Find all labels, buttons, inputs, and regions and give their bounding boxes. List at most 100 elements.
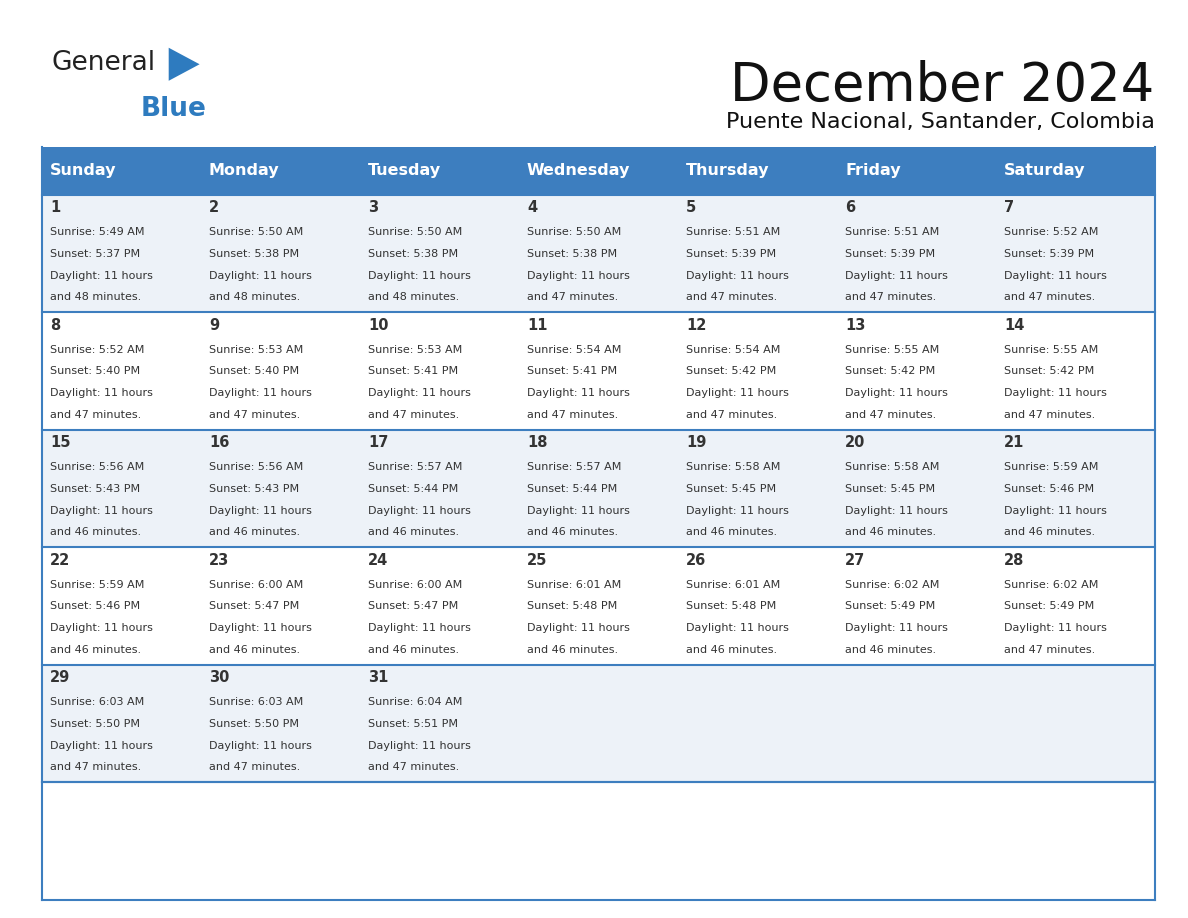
Text: Daylight: 11 hours: Daylight: 11 hours — [527, 623, 630, 633]
Text: and 47 minutes.: and 47 minutes. — [685, 292, 777, 302]
Text: Sunset: 5:39 PM: Sunset: 5:39 PM — [1004, 249, 1094, 259]
Text: 13: 13 — [845, 318, 865, 332]
Text: Sunrise: 5:52 AM: Sunrise: 5:52 AM — [1004, 227, 1099, 237]
Text: 14: 14 — [1004, 318, 1024, 332]
Text: and 47 minutes.: and 47 minutes. — [1004, 292, 1095, 302]
Text: Sunrise: 5:57 AM: Sunrise: 5:57 AM — [527, 462, 621, 472]
Text: Sunrise: 5:59 AM: Sunrise: 5:59 AM — [50, 579, 144, 589]
Text: 6: 6 — [845, 200, 855, 215]
Text: Daylight: 11 hours: Daylight: 11 hours — [368, 271, 470, 281]
Text: Daylight: 11 hours: Daylight: 11 hours — [368, 741, 470, 751]
Text: and 46 minutes.: and 46 minutes. — [368, 644, 459, 655]
Text: and 47 minutes.: and 47 minutes. — [527, 409, 618, 420]
Text: Sunset: 5:42 PM: Sunset: 5:42 PM — [845, 366, 935, 376]
Text: Daylight: 11 hours: Daylight: 11 hours — [1004, 388, 1107, 398]
Text: 11: 11 — [527, 318, 548, 332]
Text: Sunrise: 5:51 AM: Sunrise: 5:51 AM — [685, 227, 781, 237]
Text: Sunset: 5:42 PM: Sunset: 5:42 PM — [1004, 366, 1094, 376]
Text: Sunrise: 6:00 AM: Sunrise: 6:00 AM — [209, 579, 303, 589]
Text: Sunrise: 6:01 AM: Sunrise: 6:01 AM — [527, 579, 621, 589]
Text: Sunset: 5:41 PM: Sunset: 5:41 PM — [527, 366, 617, 376]
Text: and 46 minutes.: and 46 minutes. — [685, 644, 777, 655]
Text: Sunrise: 6:03 AM: Sunrise: 6:03 AM — [50, 697, 144, 707]
Text: 3: 3 — [368, 200, 378, 215]
Text: and 47 minutes.: and 47 minutes. — [50, 762, 141, 772]
Text: 16: 16 — [209, 435, 229, 450]
Text: Sunrise: 6:03 AM: Sunrise: 6:03 AM — [209, 697, 303, 707]
Text: Wednesday: Wednesday — [527, 163, 631, 178]
Text: 28: 28 — [1004, 553, 1024, 567]
Text: and 47 minutes.: and 47 minutes. — [1004, 644, 1095, 655]
Text: Saturday: Saturday — [1004, 163, 1086, 178]
Text: Daylight: 11 hours: Daylight: 11 hours — [209, 741, 311, 751]
Text: 30: 30 — [209, 670, 229, 685]
Text: 4: 4 — [527, 200, 537, 215]
Text: Sunset: 5:39 PM: Sunset: 5:39 PM — [845, 249, 935, 259]
Text: Tuesday: Tuesday — [368, 163, 441, 178]
Text: Sunrise: 5:57 AM: Sunrise: 5:57 AM — [368, 462, 462, 472]
Text: and 47 minutes.: and 47 minutes. — [368, 762, 460, 772]
Text: and 47 minutes.: and 47 minutes. — [845, 409, 936, 420]
Text: Daylight: 11 hours: Daylight: 11 hours — [845, 506, 948, 516]
Text: and 47 minutes.: and 47 minutes. — [209, 409, 301, 420]
Text: 8: 8 — [50, 318, 61, 332]
Text: 23: 23 — [209, 553, 229, 567]
Text: and 47 minutes.: and 47 minutes. — [527, 292, 618, 302]
Text: Daylight: 11 hours: Daylight: 11 hours — [685, 623, 789, 633]
Text: and 47 minutes.: and 47 minutes. — [368, 409, 460, 420]
Text: Sunset: 5:39 PM: Sunset: 5:39 PM — [685, 249, 776, 259]
Text: 12: 12 — [685, 318, 707, 332]
Text: 2: 2 — [209, 200, 219, 215]
Text: 31: 31 — [368, 670, 388, 685]
Text: Sunset: 5:48 PM: Sunset: 5:48 PM — [527, 601, 618, 611]
Text: Daylight: 11 hours: Daylight: 11 hours — [685, 271, 789, 281]
Text: and 47 minutes.: and 47 minutes. — [50, 409, 141, 420]
Text: Sunset: 5:50 PM: Sunset: 5:50 PM — [209, 719, 299, 729]
Text: Daylight: 11 hours: Daylight: 11 hours — [50, 506, 153, 516]
Text: Sunrise: 5:54 AM: Sunrise: 5:54 AM — [685, 344, 781, 354]
Text: and 48 minutes.: and 48 minutes. — [209, 292, 301, 302]
Text: and 46 minutes.: and 46 minutes. — [845, 644, 936, 655]
Text: December 2024: December 2024 — [731, 60, 1155, 112]
Text: Monday: Monday — [209, 163, 279, 178]
Text: 22: 22 — [50, 553, 70, 567]
Text: Sunset: 5:47 PM: Sunset: 5:47 PM — [209, 601, 299, 611]
Text: 17: 17 — [368, 435, 388, 450]
Text: Daylight: 11 hours: Daylight: 11 hours — [845, 271, 948, 281]
Text: Sunset: 5:42 PM: Sunset: 5:42 PM — [685, 366, 776, 376]
Text: Sunrise: 5:50 AM: Sunrise: 5:50 AM — [527, 227, 621, 237]
Text: Daylight: 11 hours: Daylight: 11 hours — [209, 271, 311, 281]
Text: and 46 minutes.: and 46 minutes. — [685, 527, 777, 537]
Text: Sunset: 5:44 PM: Sunset: 5:44 PM — [368, 484, 459, 494]
Text: and 47 minutes.: and 47 minutes. — [209, 762, 301, 772]
Text: Sunrise: 5:50 AM: Sunrise: 5:50 AM — [209, 227, 303, 237]
Text: Friday: Friday — [845, 163, 901, 178]
Text: Sunset: 5:49 PM: Sunset: 5:49 PM — [1004, 601, 1094, 611]
Text: Daylight: 11 hours: Daylight: 11 hours — [209, 623, 311, 633]
Text: Sunrise: 5:50 AM: Sunrise: 5:50 AM — [368, 227, 462, 237]
Text: and 46 minutes.: and 46 minutes. — [845, 527, 936, 537]
Text: 29: 29 — [50, 670, 70, 685]
Text: 5: 5 — [685, 200, 696, 215]
Text: 10: 10 — [368, 318, 388, 332]
Text: Sunrise: 5:58 AM: Sunrise: 5:58 AM — [845, 462, 940, 472]
Text: Sunrise: 6:04 AM: Sunrise: 6:04 AM — [368, 697, 462, 707]
Text: Daylight: 11 hours: Daylight: 11 hours — [368, 506, 470, 516]
Text: 15: 15 — [50, 435, 70, 450]
Text: and 46 minutes.: and 46 minutes. — [209, 527, 301, 537]
Text: Sunset: 5:47 PM: Sunset: 5:47 PM — [368, 601, 459, 611]
Text: Sunset: 5:38 PM: Sunset: 5:38 PM — [527, 249, 617, 259]
Text: Sunset: 5:38 PM: Sunset: 5:38 PM — [368, 249, 459, 259]
Text: and 46 minutes.: and 46 minutes. — [209, 644, 301, 655]
Text: and 48 minutes.: and 48 minutes. — [50, 292, 141, 302]
Text: Sunrise: 5:58 AM: Sunrise: 5:58 AM — [685, 462, 781, 472]
Text: Puente Nacional, Santander, Colombia: Puente Nacional, Santander, Colombia — [726, 112, 1155, 132]
Text: Sunset: 5:37 PM: Sunset: 5:37 PM — [50, 249, 140, 259]
Text: Sunrise: 6:01 AM: Sunrise: 6:01 AM — [685, 579, 781, 589]
Text: Sunset: 5:40 PM: Sunset: 5:40 PM — [50, 366, 140, 376]
Text: and 46 minutes.: and 46 minutes. — [50, 527, 141, 537]
Text: Thursday: Thursday — [685, 163, 770, 178]
Text: Daylight: 11 hours: Daylight: 11 hours — [527, 388, 630, 398]
Text: Sunset: 5:45 PM: Sunset: 5:45 PM — [845, 484, 935, 494]
Text: Daylight: 11 hours: Daylight: 11 hours — [845, 388, 948, 398]
